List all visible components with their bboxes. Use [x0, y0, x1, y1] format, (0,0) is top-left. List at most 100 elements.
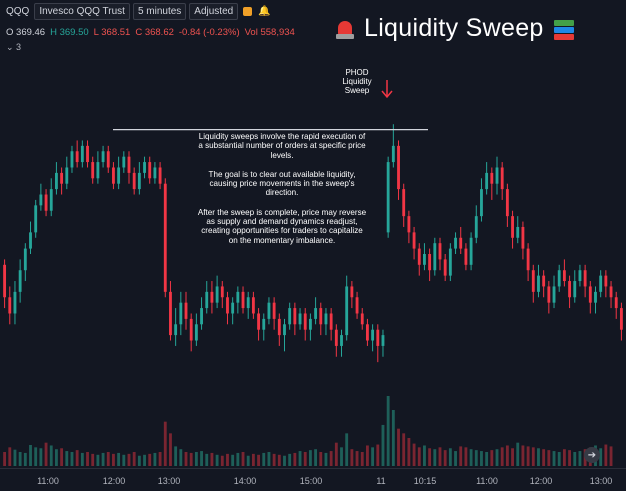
candle-body: [106, 151, 110, 168]
volume-bar: [137, 455, 141, 466]
volume-bar: [340, 447, 343, 466]
candle-body: [23, 248, 27, 271]
candle-body: [609, 286, 613, 298]
volume-bar: [573, 452, 577, 466]
candle-body: [112, 167, 115, 184]
volume-bar: [433, 449, 437, 466]
volume-bar: [220, 455, 224, 466]
volume-bar: [39, 448, 43, 466]
volume-bar: [531, 447, 535, 466]
phod-annotation-line2: Liquidity: [342, 77, 372, 86]
symbol-header: QQQ Invesco QQQ Trust 5 minutes Adjusted…: [0, 0, 626, 22]
explainer-paragraph-3: After the sweep is complete, price may r…: [197, 207, 367, 245]
volume-bar: [355, 451, 359, 466]
candle-body: [277, 318, 281, 336]
candle-body: [308, 318, 312, 330]
candle-body: [179, 302, 183, 325]
headline-text: Liquidity Sweep: [364, 14, 544, 42]
low-value: 368.51: [101, 27, 131, 38]
volume-bar: [288, 453, 292, 466]
volume-bar: [283, 455, 286, 466]
x-tick-label: 12:00: [102, 476, 126, 486]
candle-body: [614, 297, 618, 309]
symbol-label[interactable]: QQQ: [6, 5, 30, 17]
x-tick-label: 11:00: [476, 476, 498, 486]
candle-body: [381, 335, 385, 346]
volume-bar: [65, 451, 69, 466]
candle-body: [262, 318, 266, 330]
x-tick-label: 12:00: [529, 476, 553, 486]
volume-bar: [516, 442, 520, 466]
adjusted-badge-icon[interactable]: [243, 6, 253, 16]
indicator-toggle[interactable]: ⌄ 3: [6, 42, 22, 52]
volume-bar: [552, 451, 556, 466]
candle-body: [495, 167, 499, 184]
volume-bar: [604, 444, 608, 466]
close-value: 368.62: [144, 27, 174, 38]
volume-bar: [158, 452, 162, 466]
candle-body: [345, 286, 349, 336]
instrument-name[interactable]: Invesco QQQ Trust: [34, 2, 130, 20]
phod-annotation-line1: PHOD: [345, 68, 369, 77]
interval-selector[interactable]: 5 minutes: [132, 2, 187, 20]
volume-bar: [101, 452, 105, 466]
volume-bar: [236, 452, 240, 466]
candle-body: [386, 162, 390, 233]
candle-body: [324, 313, 328, 325]
open-value: 369.46: [16, 27, 46, 38]
volume-bar: [70, 452, 74, 466]
candle-body: [568, 281, 572, 298]
volume-bar: [599, 448, 603, 466]
candle-body: [599, 275, 603, 292]
candle-body: [397, 145, 400, 190]
volume-bar: [454, 451, 457, 466]
high-label: H: [50, 27, 57, 38]
volume-value: 558,934: [260, 27, 295, 38]
volume-bar: [443, 450, 447, 466]
candle-body: [137, 172, 141, 190]
x-tick-label: 15:00: [299, 476, 323, 486]
adjustment-selector[interactable]: Adjusted: [189, 2, 239, 20]
volume-bar: [314, 449, 318, 466]
time-axis[interactable]: 11:00 12:00 13:00 14:00 15:00 11 10:15 11:00 12:…: [0, 468, 626, 491]
candle-body: [619, 308, 623, 330]
volume-bar: [267, 452, 271, 466]
volume-bar: [54, 449, 58, 466]
go-to-realtime-button[interactable]: ➔: [584, 447, 600, 463]
candle-body: [526, 248, 530, 271]
x-tick-label: 13:00: [589, 476, 613, 486]
price-chart[interactable]: [0, 0, 626, 468]
candle-body: [371, 329, 375, 341]
candle-body: [194, 324, 198, 341]
volume-bar: [122, 454, 126, 466]
volume-bar: [153, 452, 157, 466]
candle-body: [132, 172, 136, 190]
candle-body: [267, 302, 271, 319]
bell-icon[interactable]: 🔔: [258, 5, 271, 17]
candle-body: [314, 308, 318, 319]
volume-bar: [34, 447, 38, 466]
volume-bar: [407, 438, 411, 466]
candle-body: [557, 270, 561, 287]
volume-bar: [485, 452, 489, 466]
candle-body: [226, 297, 229, 314]
volume-bar: [371, 447, 375, 466]
volume-bar: [547, 450, 551, 466]
volume-bar: [272, 453, 276, 466]
volume-bar: [329, 451, 333, 466]
candle-body: [438, 243, 442, 260]
candle-body: [60, 172, 64, 184]
candle-body: [562, 270, 566, 282]
candle-body: [298, 313, 302, 325]
volume-bar: [75, 450, 79, 466]
volume-label: Vol: [244, 27, 258, 38]
volume-bar: [117, 452, 121, 466]
volume-bar: [412, 443, 416, 466]
candle-body: [537, 275, 540, 292]
candle-body: [365, 324, 369, 341]
phod-annotation-line3: Sweep: [344, 86, 370, 95]
candle-body: [143, 162, 146, 173]
volume-bar: [490, 450, 494, 466]
volume-bar: [308, 450, 312, 466]
candle-body: [220, 286, 224, 298]
